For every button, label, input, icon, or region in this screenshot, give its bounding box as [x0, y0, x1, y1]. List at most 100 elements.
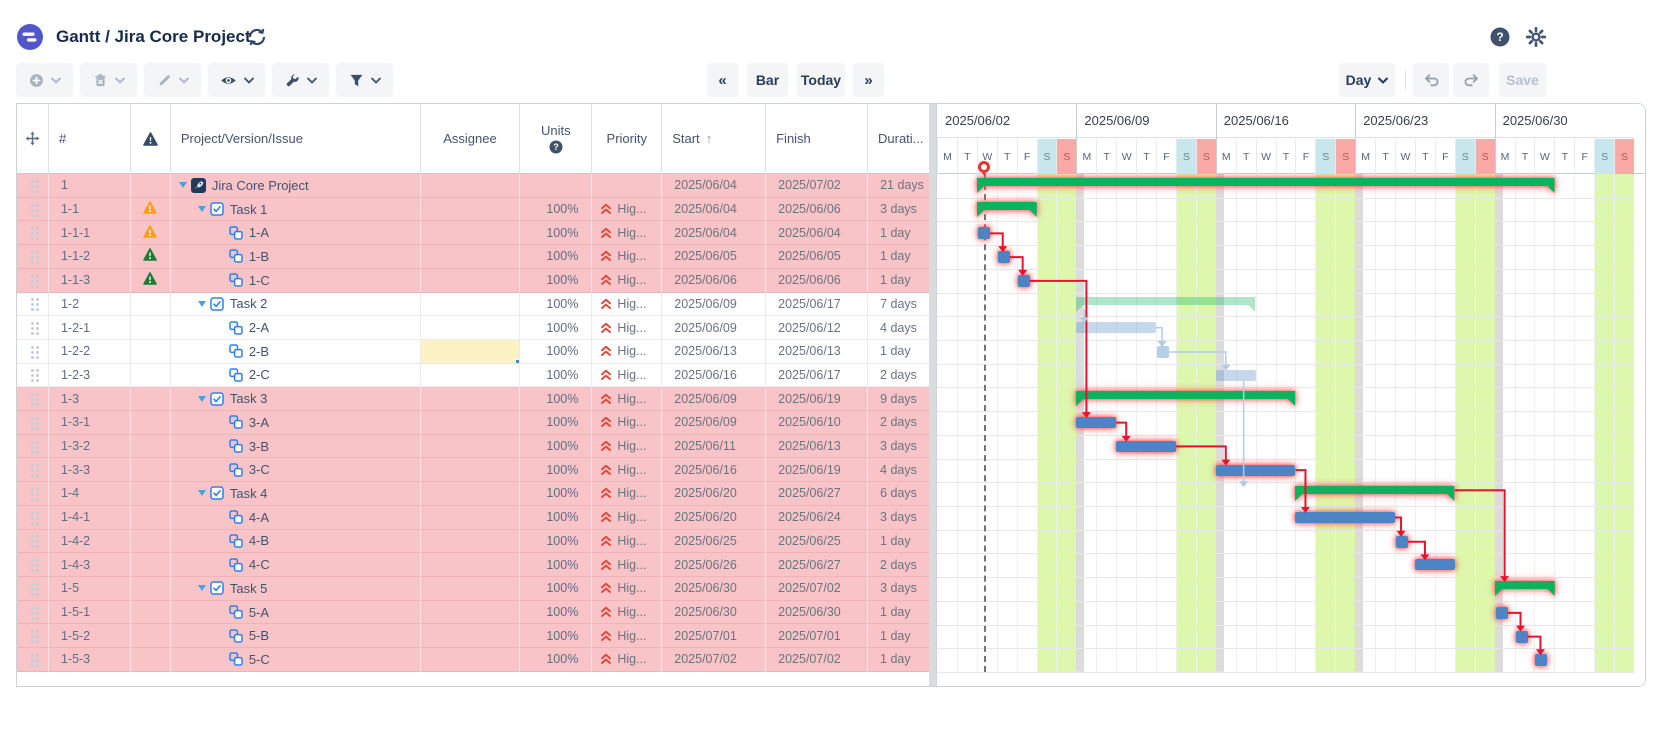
cell-priority[interactable]: Hig...: [592, 576, 663, 601]
gantt-task-bar[interactable]: [1295, 511, 1396, 523]
collapse-expander-icon[interactable]: [194, 490, 210, 497]
cell-finish[interactable]: 2025/06/17: [766, 363, 869, 388]
cell-warning[interactable]: [130, 505, 171, 530]
cell-warning[interactable]: [130, 458, 171, 483]
cell-number[interactable]: 1-5-2: [48, 624, 131, 649]
cell-units[interactable]: 100%: [520, 245, 593, 269]
cell-start[interactable]: 2025/06/13: [662, 339, 767, 364]
cell-assignee[interactable]: [420, 197, 521, 222]
start-column-header[interactable]: Start ↑: [662, 104, 767, 173]
num-column-header[interactable]: #: [49, 104, 131, 173]
cell-warning[interactable]: [130, 363, 171, 388]
refresh-icon[interactable]: [246, 26, 268, 48]
cell-duration[interactable]: 1 day: [868, 269, 929, 293]
cell-assignee[interactable]: [420, 363, 521, 388]
cell-assignee[interactable]: [420, 292, 521, 317]
row-drag-handle[interactable]: [17, 197, 49, 222]
assignee-column-header[interactable]: Assignee: [421, 104, 521, 173]
row-drag-handle[interactable]: [17, 316, 49, 340]
cell-duration[interactable]: 1 day: [868, 601, 929, 625]
cell-number[interactable]: 1-2: [48, 292, 131, 317]
gantt-summary-bar[interactable]: [1494, 581, 1555, 597]
gantt-task-bar[interactable]: [1157, 345, 1170, 358]
row-drag-handle[interactable]: [17, 434, 49, 459]
cell-number[interactable]: 1-5-1: [48, 600, 131, 625]
cell-number[interactable]: 1-2-3: [48, 363, 131, 388]
cell-finish[interactable]: 2025/06/06: [766, 268, 869, 293]
cell-duration[interactable]: 1 day: [868, 340, 929, 364]
sort-ascending-icon[interactable]: ↑: [705, 131, 713, 146]
cell-start[interactable]: 2025/06/05: [662, 245, 767, 269]
cell-units[interactable]: 100%: [520, 482, 593, 506]
cell-duration[interactable]: 1 day: [868, 221, 929, 246]
cell-issue[interactable]: 4-A: [170, 505, 421, 530]
cell-finish[interactable]: 2025/07/02: [766, 576, 869, 601]
collapse-expander-icon[interactable]: [194, 585, 210, 592]
cell-issue[interactable]: 4-B: [170, 529, 421, 554]
cell-issue[interactable]: 1-A: [170, 221, 421, 246]
cell-assignee[interactable]: [420, 434, 521, 459]
cell-priority[interactable]: Hig...: [592, 553, 663, 577]
cell-priority[interactable]: Hig...: [592, 387, 663, 412]
gantt-task-bar[interactable]: [1215, 369, 1256, 381]
cell-duration[interactable]: 4 days: [868, 458, 929, 483]
cell-units[interactable]: 100%: [520, 197, 593, 222]
row-drag-handle[interactable]: [17, 600, 49, 625]
cell-finish[interactable]: 2025/06/19: [766, 387, 869, 412]
table-row[interactable]: 1-4 Task 4 100% Hig... 2025/06/20 2025/06/27 6…: [17, 482, 929, 506]
table-row[interactable]: 1-1-3 1-C 100% Hig... 2025/06/06 2025/06/06 1 …: [17, 268, 929, 293]
cell-assignee[interactable]: [420, 221, 521, 246]
cell-units[interactable]: 100%: [520, 316, 593, 340]
table-row[interactable]: 1-2 Task 2 100% Hig... 2025/06/09 2025/06/17 7…: [17, 292, 929, 317]
cell-finish[interactable]: 2025/06/13: [766, 339, 869, 364]
cell-number[interactable]: 1-2-1: [48, 316, 131, 340]
cell-issue[interactable]: 5-B: [170, 624, 421, 649]
cell-issue[interactable]: 3-A: [170, 411, 421, 435]
row-drag-handle[interactable]: [17, 245, 49, 269]
cell-duration[interactable]: 3 days: [868, 435, 929, 459]
cell-priority[interactable]: Hig...: [592, 434, 663, 459]
units-help-icon[interactable]: ?: [549, 140, 563, 154]
units-column-header[interactable]: Units ?: [520, 104, 593, 173]
cell-units[interactable]: 100%: [520, 387, 593, 412]
cell-number[interactable]: 1-4-2: [48, 529, 131, 554]
cell-finish[interactable]: 2025/06/05: [766, 245, 869, 269]
cell-units[interactable]: 100%: [520, 434, 593, 459]
cell-priority[interactable]: Hig...: [592, 482, 663, 506]
cell-warning[interactable]: [130, 292, 171, 317]
edit-task-button[interactable]: [144, 63, 201, 97]
cell-warning[interactable]: [130, 387, 171, 412]
cell-units[interactable]: 100%: [520, 600, 593, 625]
cell-issue[interactable]: 4-C: [170, 553, 421, 577]
cell-duration[interactable]: 1 day: [868, 624, 929, 649]
cell-assignee[interactable]: [420, 648, 521, 672]
cell-units[interactable]: 100%: [520, 221, 593, 246]
help-icon[interactable]: ?: [1490, 27, 1510, 47]
cell-finish[interactable]: 2025/06/24: [766, 505, 869, 530]
cell-warning[interactable]: [130, 648, 171, 672]
gantt-summary-bar[interactable]: [1076, 296, 1256, 313]
gantt-chart-body[interactable]: [937, 174, 1645, 686]
cell-assignee[interactable]: [420, 529, 521, 554]
cell-assignee[interactable]: [420, 505, 521, 530]
cell-number[interactable]: 1-3-2: [48, 434, 131, 459]
cell-assignee[interactable]: [420, 600, 521, 625]
cell-finish[interactable]: 2025/06/27: [766, 482, 869, 506]
cell-start[interactable]: 2025/06/09: [662, 387, 767, 412]
row-drag-handle[interactable]: [17, 411, 49, 435]
cell-assignee[interactable]: [420, 339, 521, 364]
table-row[interactable]: 1-1 Task 1 100% Hig... 2025/06/04 2025/06/06 3…: [17, 197, 929, 222]
collapse-expander-icon[interactable]: [194, 300, 210, 307]
cell-start[interactable]: 2025/07/02: [662, 648, 767, 672]
cell-issue[interactable]: Jira Core Project: [170, 174, 421, 198]
today-button[interactable]: Today: [797, 63, 845, 97]
cell-priority[interactable]: Hig...: [592, 197, 663, 222]
cell-assignee[interactable]: [420, 245, 521, 269]
cell-duration[interactable]: 3 days: [868, 577, 929, 601]
cell-warning[interactable]: [130, 529, 171, 554]
cell-number[interactable]: 1-1-3: [48, 268, 131, 293]
cell-issue[interactable]: 1-C: [170, 268, 421, 293]
cell-start[interactable]: 2025/06/09: [662, 411, 767, 435]
cell-finish[interactable]: 2025/06/04: [766, 221, 869, 246]
cell-units[interactable]: 100%: [520, 339, 593, 364]
